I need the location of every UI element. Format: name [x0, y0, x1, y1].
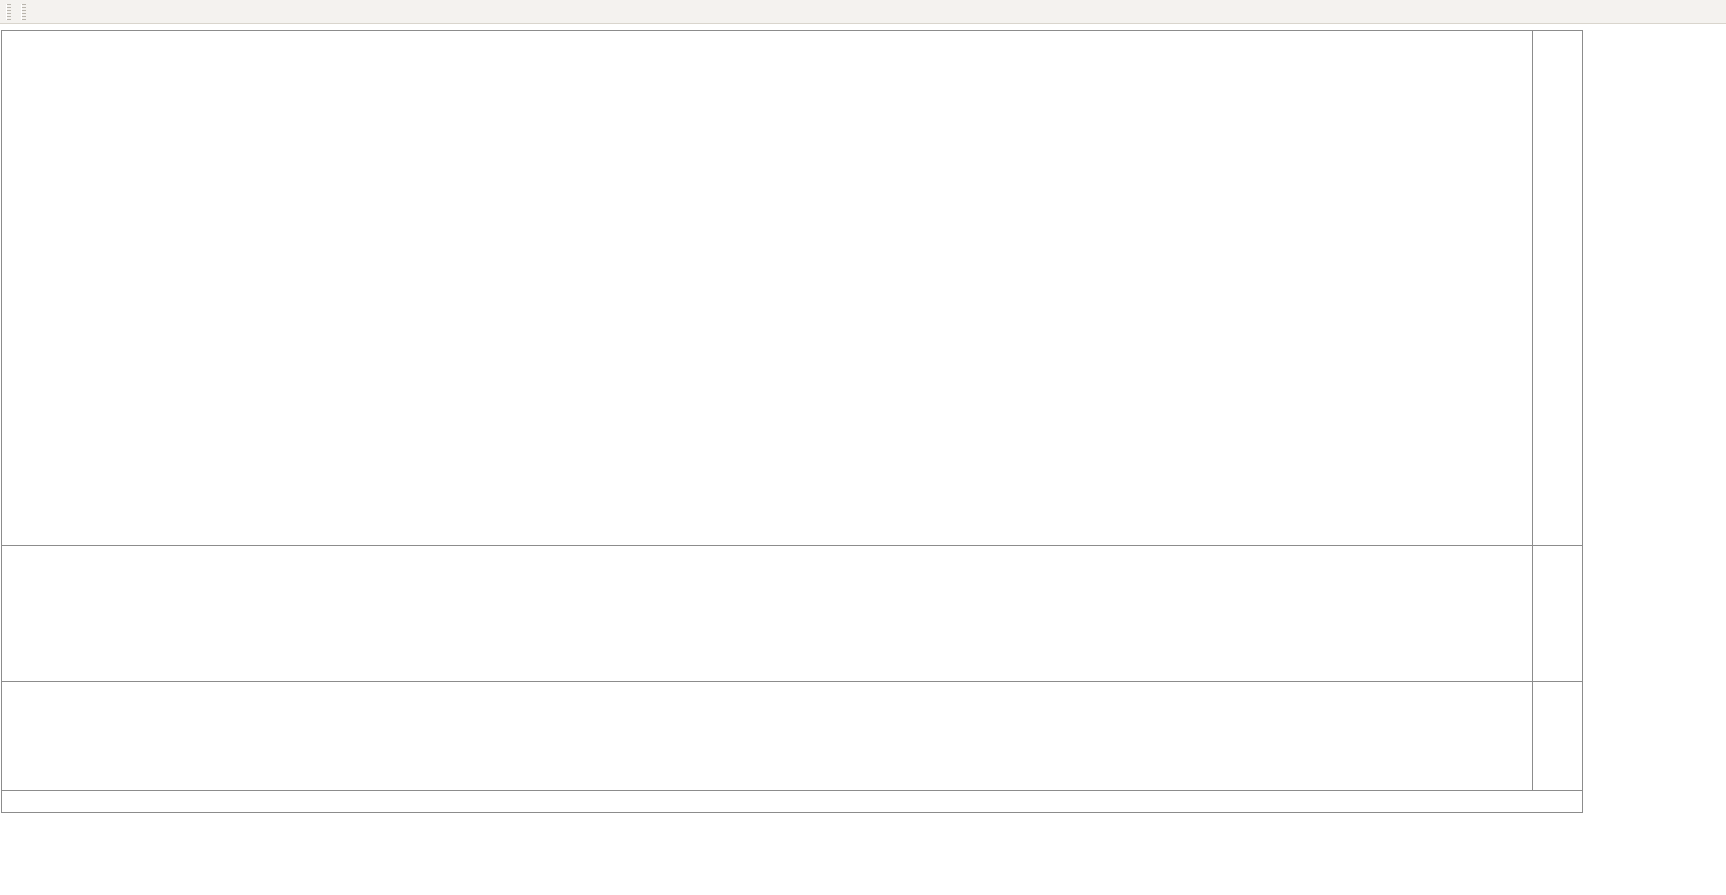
price-scale[interactable]	[1532, 31, 1582, 545]
rsi-scale[interactable]	[1532, 682, 1582, 790]
rsi-panel	[2, 682, 1582, 832]
panel-splitter[interactable]	[2, 545, 1582, 546]
macd-panel	[2, 546, 1582, 696]
price-chart-canvas[interactable]	[2, 31, 302, 181]
time-axis[interactable]	[2, 790, 1582, 812]
top-toolbar	[0, 0, 1726, 24]
macd-chart-canvas[interactable]	[2, 546, 302, 696]
toolbar-grip-2	[21, 3, 26, 20]
panel-splitter-2[interactable]	[2, 681, 1582, 682]
price-panel	[2, 31, 1582, 545]
macd-scale[interactable]	[1532, 546, 1582, 681]
chart-window	[1, 30, 1583, 832]
toolbar-grip	[6, 3, 11, 20]
